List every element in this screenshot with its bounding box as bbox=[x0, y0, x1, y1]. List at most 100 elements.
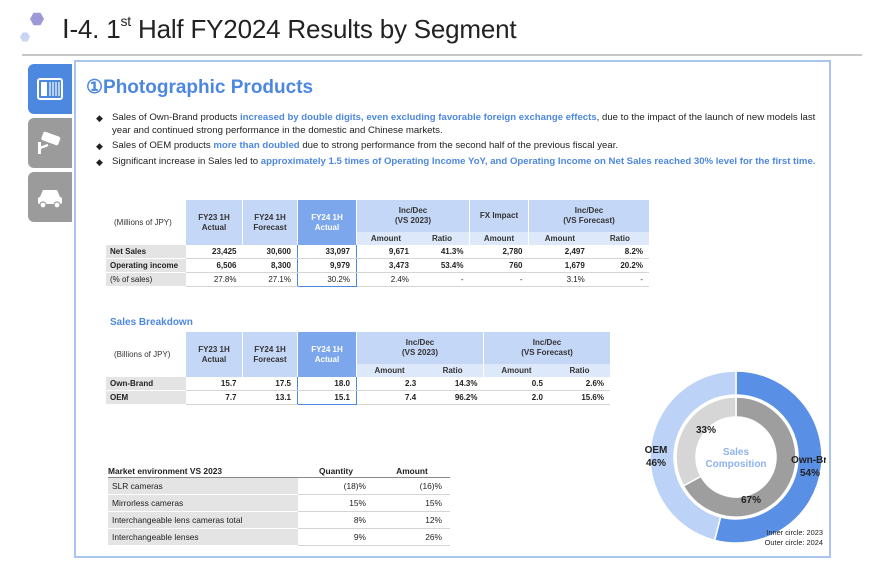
unit-label: (Billions of JPY) bbox=[106, 332, 186, 377]
table-cell: 9% bbox=[298, 528, 374, 546]
table-cell: 18.0 bbox=[297, 377, 357, 391]
table-row: Mirrorless cameras 15% 15% bbox=[108, 494, 450, 512]
table-row: Operating income 6,506 8,300 9,979 3,473 53.4… bbox=[106, 258, 649, 273]
tab-security[interactable] bbox=[28, 118, 72, 168]
chart-legend: Inner circle: 2023 Outer circle: 2024 bbox=[765, 528, 823, 548]
row-label: Interchangeable lenses bbox=[108, 528, 298, 546]
unit-label: (Millions of JPY) bbox=[106, 200, 186, 245]
bullet-item: ◆ Sales of Own-Brand products increased b… bbox=[96, 112, 816, 137]
bullet-diamond-icon: ◆ bbox=[96, 113, 103, 123]
table-cell: 2,780 bbox=[469, 245, 529, 259]
subhead-ratio: Ratio bbox=[590, 232, 649, 245]
table-cell: 30.2% bbox=[297, 272, 357, 287]
bullet-text: , due to the impact of the launch of new… bbox=[112, 112, 816, 136]
outer-own-brand-name: Own-Brand bbox=[791, 455, 826, 466]
legend-outer: Outer circle: 2024 bbox=[764, 538, 823, 547]
row-label: Mirrorless cameras bbox=[108, 494, 298, 512]
highlight-text: approximately 1.5 times of Operating Inc… bbox=[260, 155, 816, 167]
subhead-amount: Amount bbox=[469, 232, 529, 245]
outer-oem-slice bbox=[649, 370, 737, 542]
table-cell: 2,497 bbox=[528, 245, 591, 259]
table-cell: 33,097 bbox=[297, 245, 357, 259]
row-label: Interchangeable lens cameras total bbox=[108, 511, 298, 529]
table-cell: 30,600 bbox=[242, 245, 298, 259]
table-cell: 2.0 bbox=[483, 390, 549, 405]
table-cell: - bbox=[414, 272, 470, 287]
table-row: Interchangeable lens cameras total 8% 12% bbox=[108, 511, 450, 529]
table-cell: (18)% bbox=[298, 477, 374, 495]
security-camera-icon bbox=[38, 131, 61, 154]
table-row: Net Sales 23,425 30,600 33,097 9,671 41.3% 2,7… bbox=[106, 245, 649, 259]
table-cell: 2.4% bbox=[356, 272, 415, 287]
table-cell: 17.5 bbox=[242, 377, 298, 391]
section-title: ①Photographic Products bbox=[86, 77, 314, 98]
table-cell: 9,979 bbox=[297, 258, 357, 273]
legend-inner: Inner circle: 2023 bbox=[766, 528, 823, 537]
table-cell: 15% bbox=[374, 494, 450, 512]
bullet-item: ◆ Sales of OEM products more than doubled… bbox=[96, 140, 816, 153]
table-cell: 3,473 bbox=[356, 258, 415, 273]
table-row: SLR cameras (18)% (16)% bbox=[108, 477, 450, 495]
bullet-text: Sales of OEM products bbox=[112, 140, 214, 152]
highlight-text: more than doubled bbox=[213, 140, 300, 152]
table-cell: 14.3% bbox=[422, 377, 484, 391]
market-header-amount: Amount bbox=[374, 464, 450, 478]
bullet-item: ◆ Significant increase in Sales led to ap… bbox=[96, 156, 816, 169]
row-label: Own-Brand bbox=[106, 377, 186, 391]
col-incdec-2023: Inc/Dec (VS 2023) bbox=[356, 200, 470, 232]
subhead-ratio: Ratio bbox=[422, 364, 484, 377]
table-cell: 9,671 bbox=[356, 245, 415, 259]
table-cell: 15.1 bbox=[297, 390, 357, 405]
table-cell: 13.1 bbox=[242, 390, 298, 405]
row-label: Operating income bbox=[106, 258, 186, 273]
chart-title: Sales Composition bbox=[705, 447, 766, 470]
table-cell: 26% bbox=[374, 528, 450, 546]
bullet-list: ◆ Sales of Own-Brand products increased b… bbox=[96, 112, 816, 171]
col-incdec-forecast: Inc/Dec (VS Forecast) bbox=[483, 332, 610, 364]
row-label: OEM bbox=[106, 390, 186, 405]
tab-photographic[interactable] bbox=[28, 64, 72, 114]
bullet-text: due to strong performance from the secon… bbox=[299, 140, 619, 152]
subhead-ratio: Ratio bbox=[414, 232, 470, 245]
table-cell: 27.1% bbox=[242, 272, 298, 287]
bullet-diamond-icon: ◆ bbox=[96, 141, 103, 152]
table-cell: 0.5 bbox=[483, 377, 549, 391]
table-cell: 6,506 bbox=[186, 258, 243, 273]
table-cell: 1,679 bbox=[528, 258, 591, 273]
table-cell: 12% bbox=[374, 511, 450, 529]
table-cell: 15.6% bbox=[548, 390, 610, 405]
table-cell: 8.2% bbox=[590, 245, 649, 259]
table-cell: - bbox=[469, 272, 529, 287]
table-cell: 760 bbox=[469, 258, 529, 273]
table-cell: 15% bbox=[298, 494, 374, 512]
bullet-diamond-icon: ◆ bbox=[96, 156, 103, 167]
breakdown-title: Sales Breakdown bbox=[110, 317, 193, 328]
col-fy23-actual: FY23 1H Actual bbox=[186, 332, 243, 377]
bullet-text: Significant increase in Sales led to bbox=[112, 155, 261, 167]
table-cell: 2.3 bbox=[356, 377, 423, 391]
inner-own-brand-label: 67% bbox=[741, 495, 761, 506]
table-row: OEM 7.7 13.1 15.1 7.4 96.2% 2.0 15.6% bbox=[106, 390, 610, 405]
inner-own-brand-slice bbox=[682, 396, 797, 518]
table-cell: 8,300 bbox=[242, 258, 298, 273]
table-row: Own-Brand 15.7 17.5 18.0 2.3 14.3% 0.5 2.6% bbox=[106, 377, 610, 391]
table-cell: 20.2% bbox=[590, 258, 649, 273]
outer-own-brand-slice bbox=[713, 370, 823, 544]
col-fy23-actual: FY23 1H Actual bbox=[186, 200, 243, 245]
decor-hexagon bbox=[30, 12, 44, 26]
table-cell: 41.3% bbox=[414, 245, 470, 259]
table-cell: 2.6% bbox=[548, 377, 610, 391]
camera-icon bbox=[37, 78, 63, 100]
inner-oem-slice bbox=[675, 396, 737, 487]
subhead-amount: Amount bbox=[482, 364, 549, 377]
tab-automotive[interactable] bbox=[28, 172, 72, 222]
subhead-amount: Amount bbox=[356, 364, 423, 377]
table-cell: 7.7 bbox=[186, 390, 243, 405]
outer-own-brand-pct: 54% bbox=[800, 468, 820, 479]
col-incdec-2023: Inc/Dec (VS 2023) bbox=[356, 332, 484, 364]
outer-oem-pct: 46% bbox=[646, 458, 666, 469]
table-cell: 96.2% bbox=[422, 390, 484, 405]
row-label: Net Sales bbox=[106, 245, 186, 259]
inner-oem-label: 33% bbox=[696, 425, 716, 436]
